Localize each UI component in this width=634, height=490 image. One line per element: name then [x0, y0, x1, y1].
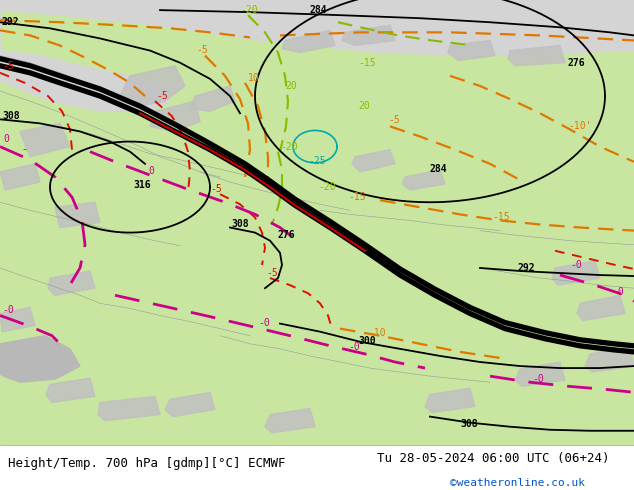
- Text: 284: 284: [430, 164, 448, 174]
- Polygon shape: [98, 396, 160, 420]
- Text: -15: -15: [358, 58, 375, 68]
- Text: -0: -0: [532, 374, 544, 384]
- Polygon shape: [165, 392, 215, 416]
- Polygon shape: [0, 0, 170, 111]
- Polygon shape: [448, 41, 495, 61]
- Text: 276: 276: [278, 230, 295, 240]
- Polygon shape: [282, 30, 335, 52]
- Text: -0: -0: [570, 260, 582, 270]
- Text: -5: -5: [156, 91, 168, 101]
- Polygon shape: [552, 261, 600, 285]
- Text: -5: -5: [210, 184, 222, 194]
- Text: 20: 20: [285, 81, 297, 91]
- Text: -5: -5: [196, 45, 208, 54]
- Text: -15: -15: [348, 192, 366, 202]
- Text: -20: -20: [280, 142, 297, 151]
- Polygon shape: [342, 25, 395, 46]
- Polygon shape: [0, 336, 80, 382]
- Text: -20: -20: [318, 182, 335, 192]
- Polygon shape: [48, 271, 95, 295]
- Polygon shape: [46, 378, 95, 402]
- Polygon shape: [515, 362, 565, 386]
- Polygon shape: [0, 354, 60, 379]
- Text: 10: 10: [248, 73, 260, 83]
- Text: -: -: [22, 144, 26, 154]
- Text: Height/Temp. 700 hPa [gdmp][°C] ECMWF: Height/Temp. 700 hPa [gdmp][°C] ECMWF: [8, 457, 285, 470]
- Text: -0: -0: [612, 287, 624, 297]
- Text: -5: -5: [388, 115, 400, 125]
- Text: 316: 316: [133, 180, 151, 190]
- Text: 292: 292: [2, 17, 20, 27]
- Polygon shape: [425, 388, 475, 413]
- Polygon shape: [585, 347, 634, 372]
- Text: -0: -0: [2, 305, 14, 316]
- Text: -10': -10': [568, 122, 592, 131]
- Polygon shape: [402, 170, 445, 190]
- Text: -5: -5: [2, 61, 14, 71]
- Polygon shape: [508, 46, 565, 66]
- Text: 20: 20: [358, 101, 370, 111]
- Text: 276: 276: [568, 58, 586, 68]
- Polygon shape: [0, 164, 40, 190]
- Text: Tu 28-05-2024 06:00 UTC (06+24): Tu 28-05-2024 06:00 UTC (06+24): [377, 452, 610, 465]
- Polygon shape: [55, 202, 100, 227]
- Text: -0: -0: [258, 318, 269, 328]
- Text: 308: 308: [2, 111, 20, 122]
- Text: 284: 284: [310, 5, 328, 15]
- Text: -5: -5: [266, 268, 278, 278]
- Text: -20: -20: [240, 5, 257, 15]
- Text: -10: -10: [368, 328, 385, 338]
- Polygon shape: [120, 66, 185, 106]
- Polygon shape: [20, 123, 70, 157]
- Text: 0: 0: [3, 134, 9, 144]
- Polygon shape: [190, 86, 235, 111]
- Text: 308: 308: [231, 219, 249, 228]
- Polygon shape: [250, 0, 430, 41]
- Polygon shape: [150, 101, 200, 131]
- Text: 300: 300: [358, 336, 375, 346]
- Text: 292: 292: [518, 263, 536, 273]
- Polygon shape: [352, 149, 395, 172]
- Text: -0: -0: [348, 342, 359, 352]
- Text: -25: -25: [308, 156, 326, 166]
- Polygon shape: [577, 295, 625, 320]
- Polygon shape: [265, 409, 315, 433]
- Text: ©weatheronline.co.uk: ©weatheronline.co.uk: [450, 478, 585, 488]
- Polygon shape: [0, 307, 35, 332]
- Polygon shape: [530, 0, 634, 43]
- Text: -15: -15: [492, 213, 510, 222]
- Text: 308: 308: [460, 419, 477, 429]
- Polygon shape: [0, 0, 634, 56]
- Text: 0: 0: [148, 166, 154, 176]
